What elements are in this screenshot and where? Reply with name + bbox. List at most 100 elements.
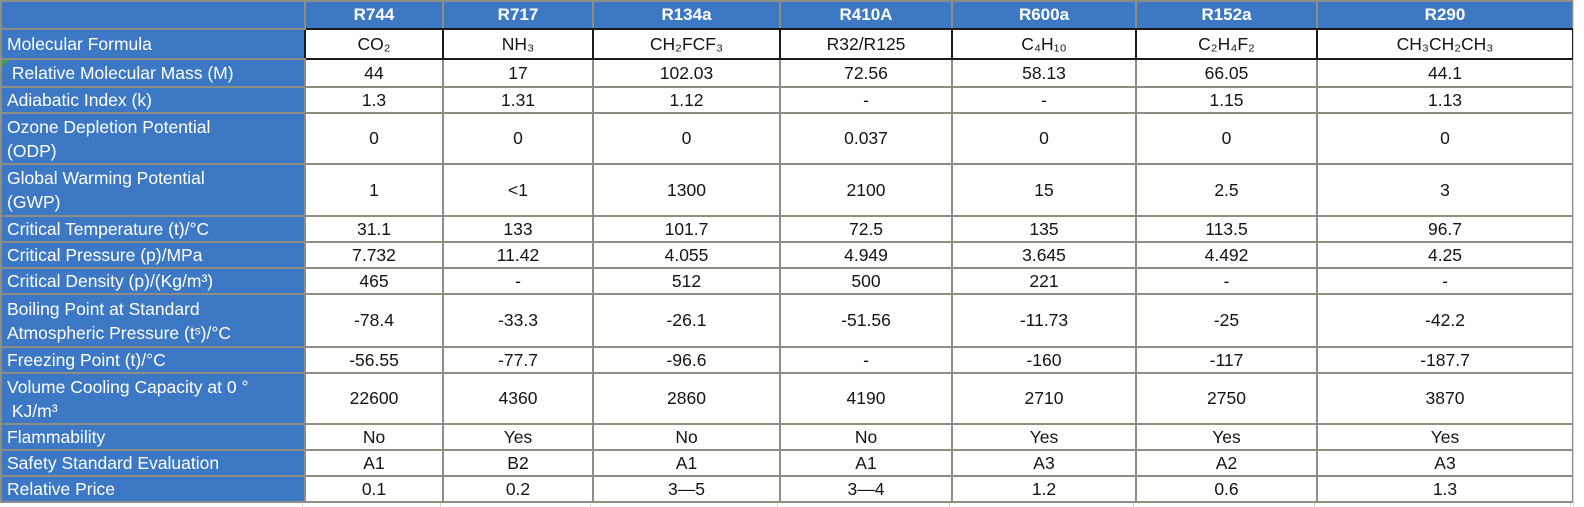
data-cell[interactable]: 1.31	[442, 86, 594, 114]
data-cell[interactable]: A1	[592, 449, 781, 477]
row-label[interactable]: Adiabatic Index (k)	[0, 86, 306, 114]
data-cell[interactable]: 72.56	[779, 58, 953, 88]
data-cell[interactable]: A3	[951, 449, 1137, 477]
data-cell[interactable]: 3.645	[951, 241, 1137, 269]
data-cell[interactable]: C₂H₄F₂	[1135, 28, 1318, 60]
data-cell[interactable]: A1	[304, 449, 444, 477]
data-cell[interactable]: 102.03	[592, 58, 781, 88]
data-cell[interactable]: 4.055	[592, 241, 781, 269]
data-cell[interactable]: -77.7	[442, 346, 594, 374]
data-cell[interactable]: -51.56	[779, 293, 953, 348]
data-cell[interactable]: -78.4	[304, 293, 444, 348]
data-cell[interactable]: -160	[951, 346, 1137, 374]
data-cell[interactable]: 1.3	[1316, 475, 1574, 503]
row-label[interactable]: Critical Pressure (p)/MPa	[0, 241, 306, 269]
data-cell[interactable]: 7.732	[304, 241, 444, 269]
data-cell[interactable]: 0	[1316, 112, 1574, 165]
data-cell[interactable]: 11.42	[442, 241, 594, 269]
data-cell[interactable]: 512	[592, 267, 781, 295]
data-cell[interactable]: -11.73	[951, 293, 1137, 348]
data-cell[interactable]: No	[304, 423, 444, 451]
data-cell[interactable]: 4.949	[779, 241, 953, 269]
data-cell[interactable]: 1.12	[592, 86, 781, 114]
data-cell[interactable]: CH₃CH₂CH₃	[1316, 28, 1574, 60]
row-label[interactable]: Critical Temperature (t)/°C	[0, 215, 306, 243]
data-cell[interactable]: 4360	[442, 372, 594, 425]
row-label[interactable]: Flammability	[0, 423, 306, 451]
row-label[interactable]: Critical Density (p)/(Kg/m³)	[0, 267, 306, 295]
data-cell[interactable]: -33.3	[442, 293, 594, 348]
data-cell[interactable]: NH₃	[442, 28, 594, 60]
data-cell[interactable]: A1	[779, 449, 953, 477]
data-cell[interactable]: 0.1	[304, 475, 444, 503]
data-cell[interactable]: C₄H₁₀	[951, 28, 1137, 60]
data-cell[interactable]: 113.5	[1135, 215, 1318, 243]
data-cell[interactable]: -56.55	[304, 346, 444, 374]
column-header-r600a[interactable]: R600a	[951, 0, 1137, 30]
data-cell[interactable]: B2	[442, 449, 594, 477]
column-header-r744[interactable]: R744	[304, 0, 444, 30]
data-cell[interactable]: 0.037	[779, 112, 953, 165]
data-cell[interactable]: 135	[951, 215, 1137, 243]
row-label[interactable]: Boiling Point at Standard Atmospheric Pr…	[0, 293, 306, 348]
data-cell[interactable]: -	[779, 346, 953, 374]
row-label[interactable]: Relative Molecular Mass (M)	[0, 58, 306, 88]
data-cell[interactable]: 3870	[1316, 372, 1574, 425]
data-cell[interactable]: 0	[442, 112, 594, 165]
data-cell[interactable]: 3—5	[592, 475, 781, 503]
data-cell[interactable]: 1.2	[951, 475, 1137, 503]
data-cell[interactable]: 101.7	[592, 215, 781, 243]
data-cell[interactable]: Yes	[442, 423, 594, 451]
data-cell[interactable]: 58.13	[951, 58, 1137, 88]
data-cell[interactable]: 3	[1316, 163, 1574, 217]
data-cell[interactable]: -96.6	[592, 346, 781, 374]
data-cell[interactable]: -	[1135, 267, 1318, 295]
data-cell[interactable]: 15	[951, 163, 1137, 217]
data-cell[interactable]: 4190	[779, 372, 953, 425]
data-cell[interactable]: 31.1	[304, 215, 444, 243]
row-label[interactable]: Volume Cooling Capacity at 0 ° KJ/m³	[0, 372, 306, 425]
data-cell[interactable]: 0.6	[1135, 475, 1318, 503]
data-cell[interactable]: 465	[304, 267, 444, 295]
data-cell[interactable]: 0.2	[442, 475, 594, 503]
row-label[interactable]: Safety Standard Evaluation	[0, 449, 306, 477]
data-cell[interactable]: 1.15	[1135, 86, 1318, 114]
row-label[interactable]: Relative Price	[0, 475, 306, 503]
data-cell[interactable]: 1.13	[1316, 86, 1574, 114]
data-cell[interactable]: -	[779, 86, 953, 114]
data-cell[interactable]: 3—4	[779, 475, 953, 503]
data-cell[interactable]: -	[951, 86, 1137, 114]
data-cell[interactable]: CO₂	[304, 28, 444, 60]
data-cell[interactable]: 2.5	[1135, 163, 1318, 217]
data-cell[interactable]: CH₂FCF₃	[592, 28, 781, 60]
data-cell[interactable]: R32/R125	[779, 28, 953, 60]
data-cell[interactable]: -42.2	[1316, 293, 1574, 348]
data-cell[interactable]: 66.05	[1135, 58, 1318, 88]
data-cell[interactable]: 2750	[1135, 372, 1318, 425]
row-label[interactable]: Freezing Point (t)/°C	[0, 346, 306, 374]
row-label[interactable]: Global Warming Potential (GWP)	[0, 163, 306, 217]
data-cell[interactable]: 0	[951, 112, 1137, 165]
corner-cell[interactable]	[0, 0, 306, 30]
data-cell[interactable]: 2100	[779, 163, 953, 217]
data-cell[interactable]: 44.1	[1316, 58, 1574, 88]
column-header-r134a[interactable]: R134a	[592, 0, 781, 30]
data-cell[interactable]: -	[442, 267, 594, 295]
data-cell[interactable]: -	[1316, 267, 1574, 295]
data-cell[interactable]: -25	[1135, 293, 1318, 348]
data-cell[interactable]: 96.7	[1316, 215, 1574, 243]
data-cell[interactable]: 1	[304, 163, 444, 217]
data-cell[interactable]: Yes	[951, 423, 1137, 451]
data-cell[interactable]: 1.3	[304, 86, 444, 114]
data-cell[interactable]: 44	[304, 58, 444, 88]
row-label[interactable]: Ozone Depletion Potential (ODP)	[0, 112, 306, 165]
data-cell[interactable]: 221	[951, 267, 1137, 295]
data-cell[interactable]: Yes	[1135, 423, 1318, 451]
data-cell[interactable]: 4.492	[1135, 241, 1318, 269]
column-header-r717[interactable]: R717	[442, 0, 594, 30]
data-cell[interactable]: Yes	[1316, 423, 1574, 451]
data-cell[interactable]: A3	[1316, 449, 1574, 477]
data-cell[interactable]: A2	[1135, 449, 1318, 477]
data-cell[interactable]: No	[592, 423, 781, 451]
data-cell[interactable]: 2860	[592, 372, 781, 425]
